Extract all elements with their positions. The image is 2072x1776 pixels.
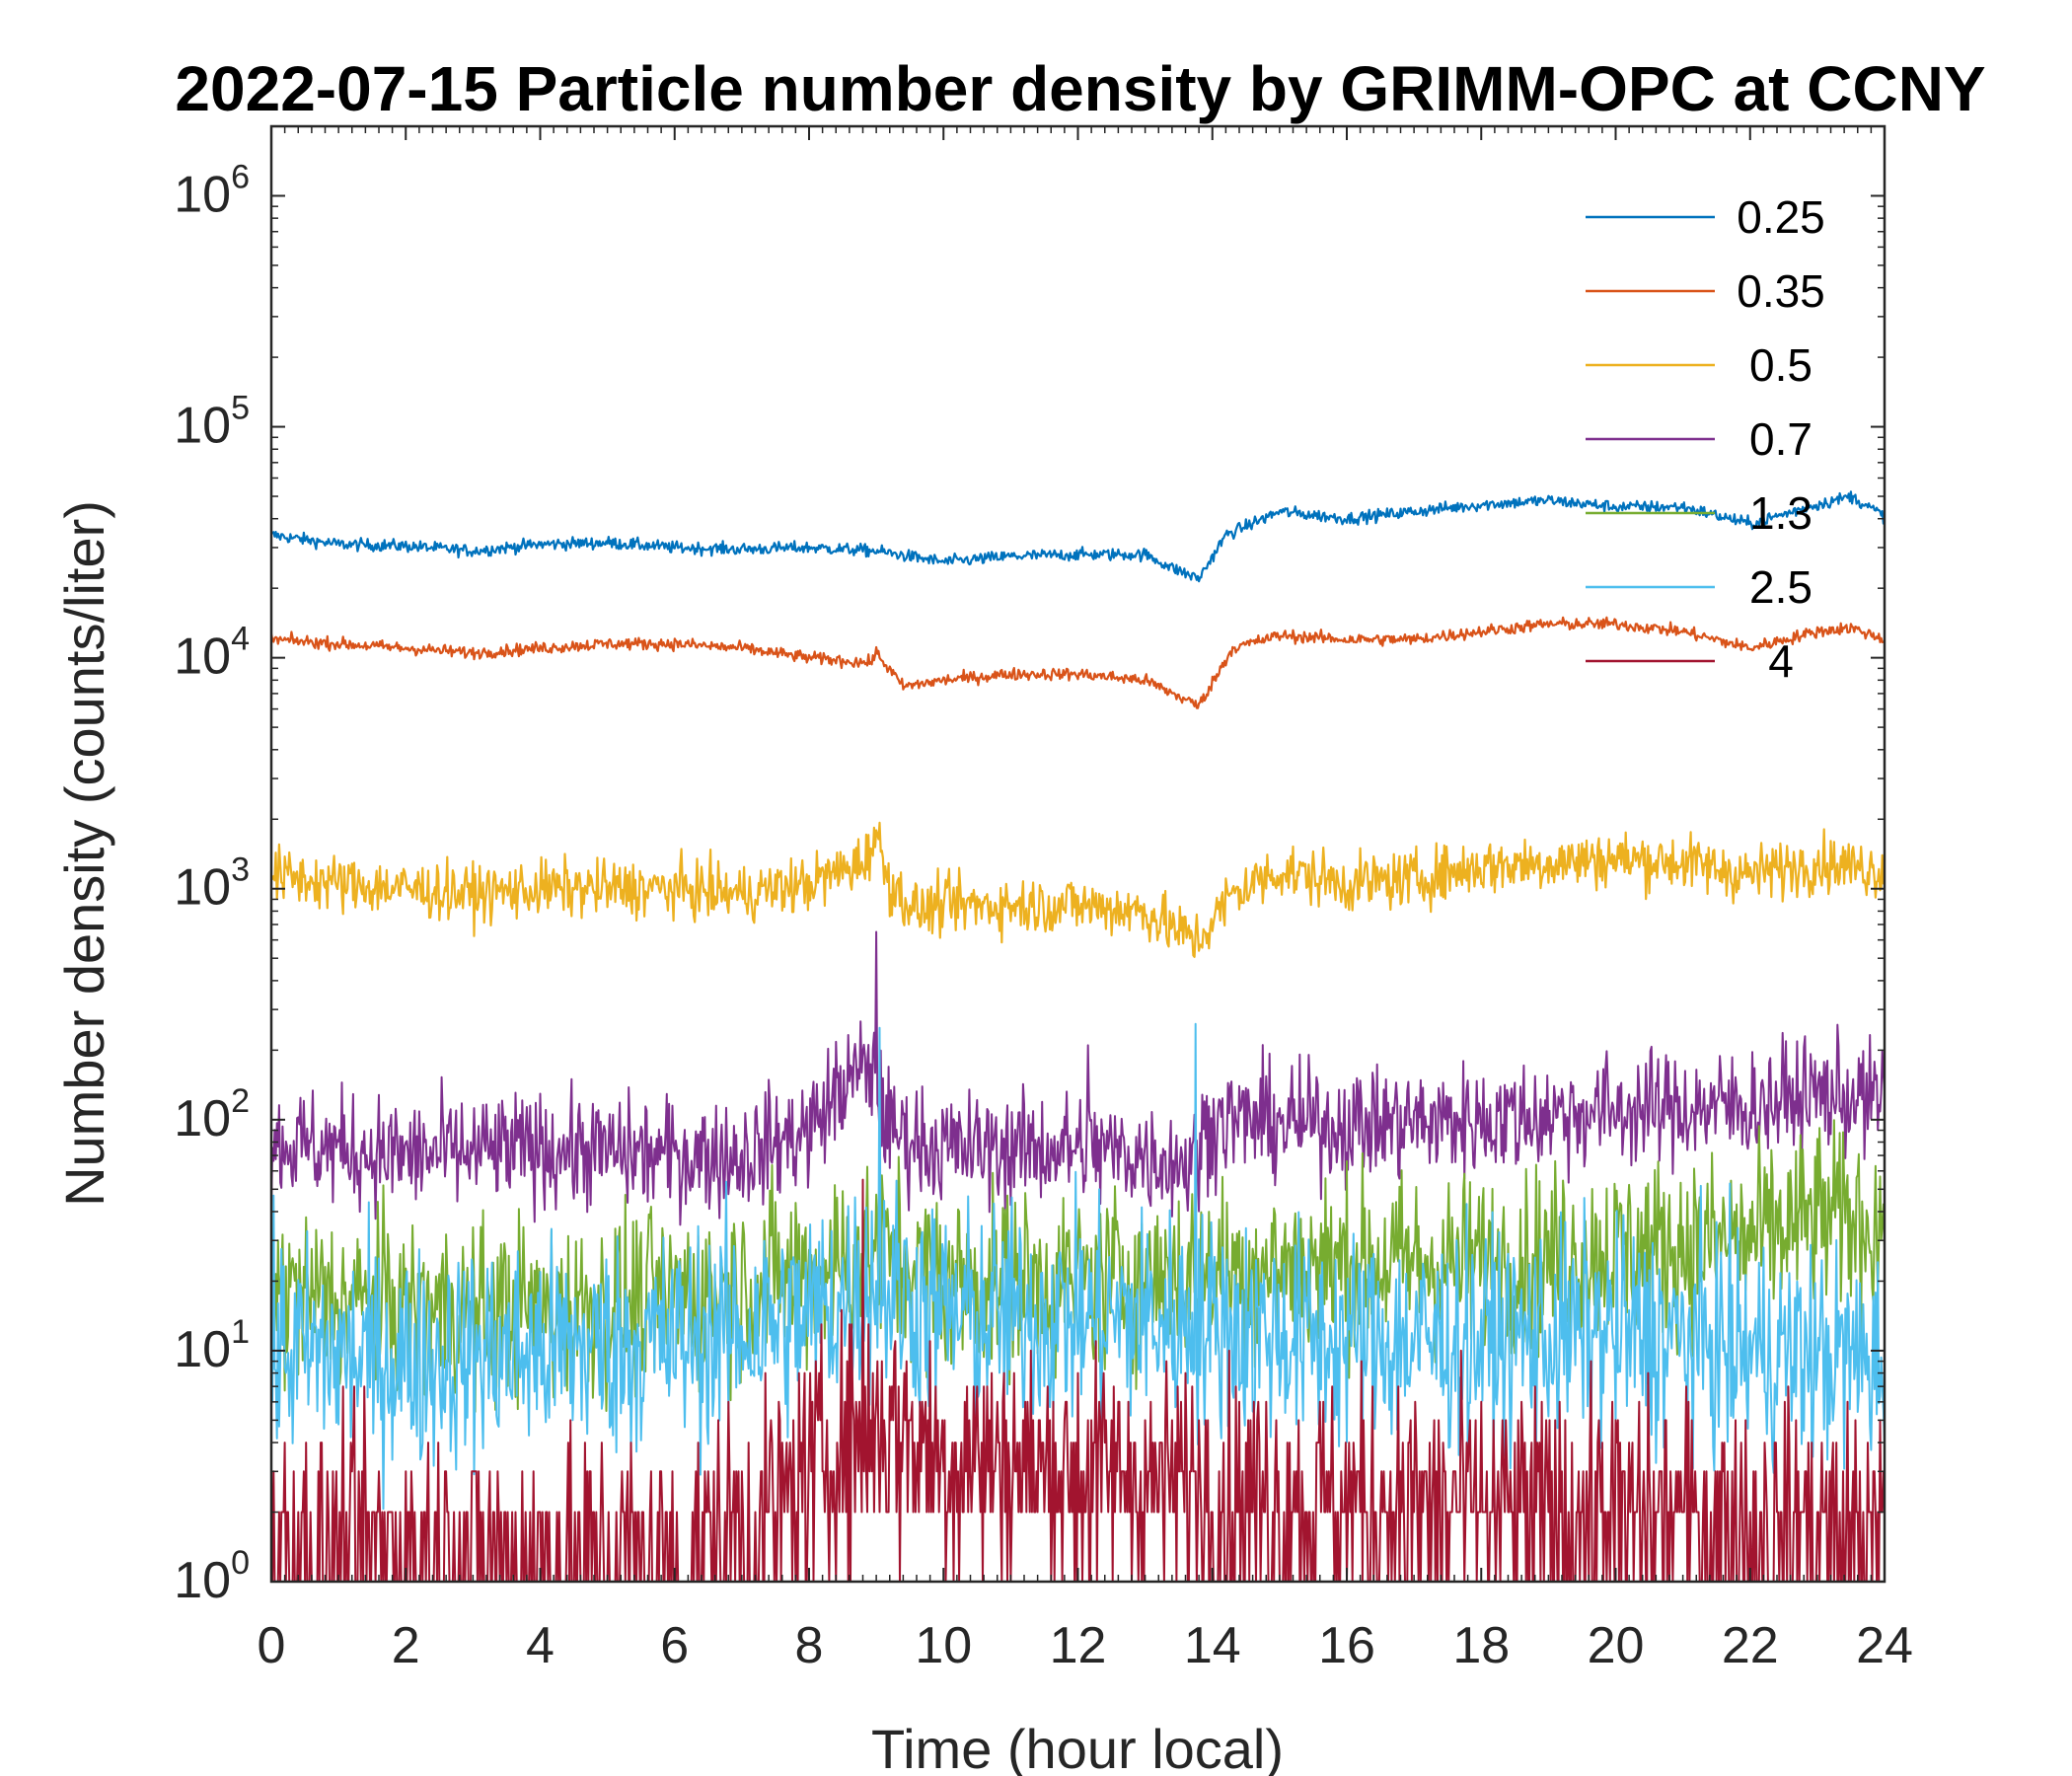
legend-label: 2.5 <box>1749 561 1813 613</box>
plot-series <box>269 490 1887 1583</box>
y-tick-label: 106 <box>174 158 250 223</box>
x-tick-label: 12 <box>1050 1617 1107 1674</box>
y-tick-label: 104 <box>174 621 250 686</box>
y-tick-label: 105 <box>174 390 250 455</box>
y-tick-label: 102 <box>174 1082 250 1147</box>
x-tick-label: 6 <box>660 1617 689 1674</box>
y-axis-label: Number density (counts/liter) <box>53 500 115 1207</box>
legend-label: 1.3 <box>1749 487 1813 539</box>
x-axis-label: Time (hour local) <box>871 1718 1284 1776</box>
legend: 0.25 0.35 0.5 0.7 1.3 2.5 4 <box>1586 191 1825 687</box>
series-line-0.25 <box>270 490 1887 583</box>
x-tick-label: 20 <box>1588 1617 1645 1674</box>
x-tick-label: 24 <box>1856 1617 1913 1674</box>
y-tick-label: 101 <box>174 1313 250 1378</box>
legend-label: 0.7 <box>1749 413 1813 465</box>
x-tick-label: 8 <box>795 1617 824 1674</box>
axis-tick-labels: 0 2 4 6 8 10 12 14 16 18 20 22 241001011021031041051… <box>174 158 1913 1674</box>
y-tick-label: 103 <box>174 851 250 917</box>
x-tick-label: 14 <box>1184 1617 1241 1674</box>
legend-label: 4 <box>1768 635 1794 687</box>
legend-label: 0.35 <box>1737 265 1825 317</box>
series-line-0.7 <box>270 930 1886 1226</box>
series-line-0.35 <box>269 616 1886 709</box>
x-tick-label: 10 <box>915 1617 972 1674</box>
x-tick-label: 22 <box>1722 1617 1779 1674</box>
chart-title: 2022-07-15 Particle number density by GR… <box>175 53 1985 124</box>
axis-ticks <box>270 125 1886 1583</box>
legend-label: 0.25 <box>1737 191 1825 243</box>
x-tick-label: 0 <box>258 1617 286 1674</box>
series-line-4 <box>270 1178 1886 1583</box>
legend-label: 0.5 <box>1749 339 1813 391</box>
series-line-0.5 <box>270 821 1887 958</box>
x-tick-label: 16 <box>1318 1617 1375 1674</box>
x-tick-label: 2 <box>392 1617 420 1674</box>
x-tick-label: 4 <box>526 1617 555 1674</box>
y-tick-label: 100 <box>174 1544 250 1609</box>
x-tick-label: 18 <box>1452 1617 1510 1674</box>
